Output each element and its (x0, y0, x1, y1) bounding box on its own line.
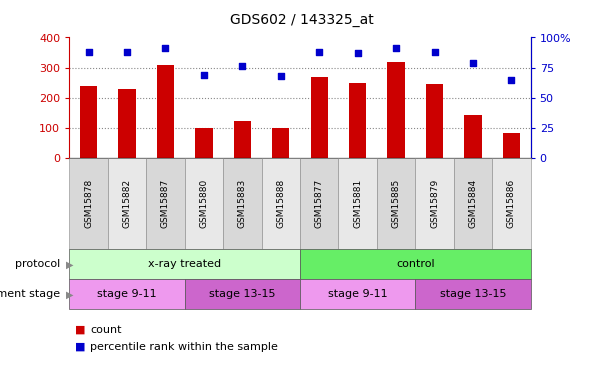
Text: ▶: ▶ (66, 260, 74, 269)
Text: stage 13-15: stage 13-15 (440, 290, 507, 299)
Bar (311, 77, 328, 158)
Point (430, 49, 440, 55)
Point (84, 49, 93, 55)
Bar (234, 121, 251, 158)
Text: GSM15886: GSM15886 (507, 179, 516, 228)
Text: GSM15877: GSM15877 (315, 179, 324, 228)
Point (353, 50, 362, 56)
Bar (349, 82, 366, 158)
Text: stage 13-15: stage 13-15 (209, 290, 276, 299)
Text: GSM15888: GSM15888 (276, 179, 285, 228)
Text: control: control (396, 260, 435, 269)
Text: protocol: protocol (15, 260, 60, 269)
Point (276, 73, 286, 79)
Text: stage 9-11: stage 9-11 (328, 290, 388, 299)
Bar (464, 115, 482, 158)
Text: GSM15879: GSM15879 (430, 179, 439, 228)
Text: percentile rank within the sample: percentile rank within the sample (90, 342, 279, 352)
Point (507, 76, 516, 82)
Point (468, 60, 478, 66)
Text: GSM15887: GSM15887 (161, 179, 170, 228)
Point (160, 45, 170, 51)
Text: GSM15880: GSM15880 (200, 179, 209, 228)
Bar (426, 84, 443, 158)
Text: GDS602 / 143325_at: GDS602 / 143325_at (230, 13, 373, 27)
Text: ■: ■ (75, 325, 86, 335)
Text: count: count (90, 325, 122, 335)
Point (122, 49, 132, 55)
Text: GSM15885: GSM15885 (391, 179, 400, 228)
Text: x-ray treated: x-ray treated (148, 260, 221, 269)
Text: GSM15878: GSM15878 (84, 179, 93, 228)
Text: GSM15883: GSM15883 (238, 179, 247, 228)
Bar (118, 89, 136, 158)
Bar (503, 133, 520, 158)
Text: ■: ■ (75, 342, 86, 352)
Text: stage 9-11: stage 9-11 (97, 290, 157, 299)
Point (391, 45, 401, 51)
Text: ▶: ▶ (66, 290, 74, 299)
Text: GSM15882: GSM15882 (122, 179, 131, 228)
Point (199, 72, 209, 78)
Point (314, 49, 324, 55)
Text: GSM15881: GSM15881 (353, 179, 362, 228)
Bar (80, 86, 97, 158)
Bar (272, 128, 289, 158)
Bar (157, 65, 174, 158)
Bar (195, 128, 212, 158)
Bar (388, 62, 405, 158)
Point (238, 63, 247, 69)
Text: development stage: development stage (0, 290, 60, 299)
Text: GSM15884: GSM15884 (469, 179, 478, 228)
